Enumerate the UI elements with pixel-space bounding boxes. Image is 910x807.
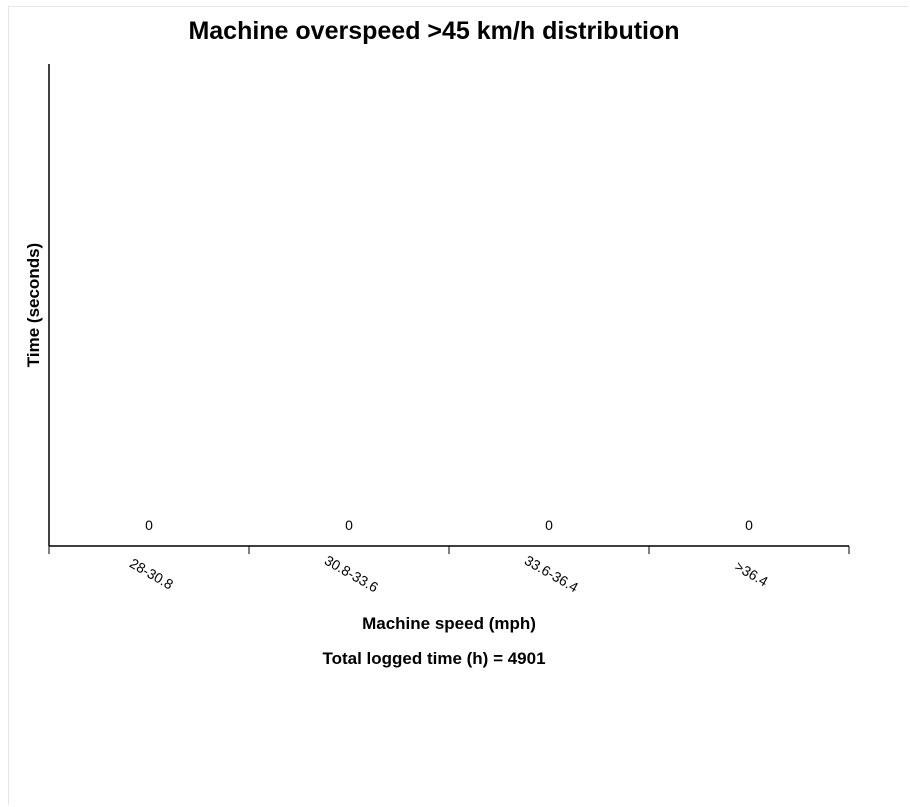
x-tick-label: 28-30.8 bbox=[127, 555, 176, 593]
chart-frame bbox=[8, 6, 908, 805]
data-labels: 0 0 0 0 bbox=[145, 517, 753, 533]
bar-value-label: 0 bbox=[545, 517, 553, 533]
bar-value-label: 0 bbox=[145, 517, 153, 533]
y-axis-title: Time (seconds) bbox=[24, 243, 43, 367]
total-logged-time-note: Total logged time (h) = 4901 bbox=[322, 649, 545, 668]
chart-title: Machine overspeed >45 km/h distribution bbox=[188, 17, 679, 45]
x-tick-label: 30.8-33.6 bbox=[322, 552, 381, 596]
bar-value-label: 0 bbox=[345, 517, 353, 533]
x-axis-ticks bbox=[48, 546, 850, 554]
bar-value-label: 0 bbox=[745, 517, 753, 533]
x-axis-tick-labels: 28-30.8 30.8-33.6 33.6-36.4 >36.4 bbox=[127, 552, 771, 596]
x-axis-title: Machine speed (mph) bbox=[362, 614, 536, 633]
x-tick-label: >36.4 bbox=[732, 558, 771, 590]
x-tick-label: 33.6-36.4 bbox=[522, 552, 581, 596]
